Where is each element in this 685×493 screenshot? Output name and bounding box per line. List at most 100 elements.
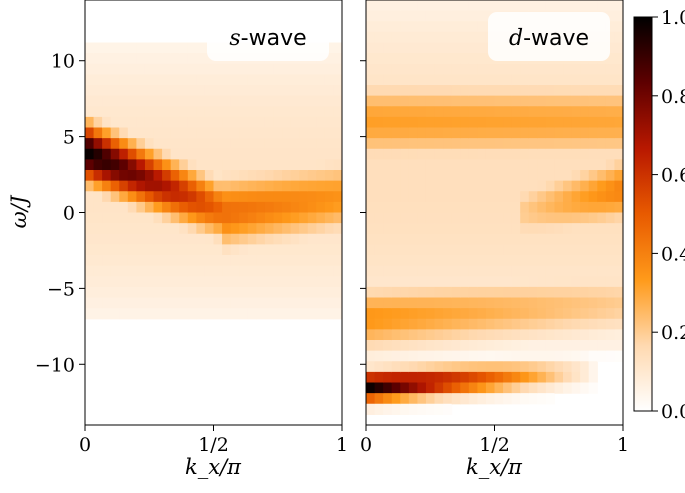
heatmap-cell: [85, 42, 95, 54]
heatmap-cell: [204, 116, 215, 129]
heatmap-cell: [136, 148, 146, 160]
heatmap-cell: [383, 297, 393, 309]
heatmap-cell: [605, 191, 616, 203]
heatmap-cell: [460, 265, 470, 277]
heatmap-cell: [588, 244, 598, 256]
heatmap-cell: [588, 159, 598, 171]
heatmap-cell: [425, 361, 436, 373]
heatmap-cell: [307, 276, 317, 288]
heatmap-cell: [417, 393, 427, 405]
heatmap-cell: [93, 244, 103, 256]
heatmap-cell: [383, 95, 393, 107]
heatmap-cell: [179, 106, 189, 118]
heatmap-cell: [247, 212, 257, 224]
heatmap-cell: [537, 382, 547, 394]
heatmap-cell: [264, 223, 275, 235]
heatmap-cell: [162, 127, 172, 139]
heatmap-cell: [307, 297, 317, 309]
heatmap-cell: [468, 159, 478, 171]
heatmap-cell: [153, 42, 163, 54]
heatmap-cell: [247, 180, 257, 192]
heatmap-cell: [434, 318, 444, 330]
heatmap-cell: [528, 340, 538, 352]
heatmap-cell: [537, 85, 547, 97]
heatmap-cell: [162, 138, 172, 150]
heatmap-cell: [588, 297, 598, 309]
heatmap-cell: [391, 201, 401, 214]
heatmap-cell: [102, 42, 112, 54]
heatmap-cell: [307, 180, 317, 192]
heatmap-cell: [563, 191, 573, 203]
heatmap-cell: [468, 21, 478, 33]
heatmap-cell: [571, 329, 581, 341]
heatmap-cell: [597, 159, 607, 171]
heatmap-cell: [605, 0, 616, 12]
heatmap-cell: [324, 286, 335, 299]
heatmap-cell: [299, 308, 309, 320]
heatmap-cell: [614, 212, 623, 224]
heatmap-cell: [503, 85, 513, 97]
heatmap-cell: [580, 170, 590, 182]
heatmap-cell: [597, 148, 607, 160]
heatmap-cell: [127, 85, 137, 97]
heatmap-cell: [503, 106, 513, 118]
heatmap-cell: [520, 265, 530, 277]
heatmap-cell: [264, 127, 275, 139]
heatmap-cell: [417, 382, 427, 394]
heatmap-cell: [477, 201, 487, 214]
heatmap-cell: [605, 244, 616, 256]
heatmap-cell: [316, 201, 326, 214]
heatmap-cell: [187, 276, 197, 288]
heatmap-cell: [580, 0, 590, 12]
heatmap-cell: [264, 159, 275, 171]
heatmap-cell: [400, 212, 410, 224]
heatmap-cell: [290, 127, 300, 139]
heatmap-cell: [425, 138, 436, 150]
heatmap-cell: [85, 201, 95, 214]
heatmap-cell: [511, 148, 521, 160]
heatmap-cell: [614, 329, 623, 341]
heatmap-cell: [503, 223, 513, 235]
heatmap-cell: [460, 223, 470, 235]
heatmap-cell: [256, 85, 266, 97]
heatmap-cell: [307, 201, 317, 214]
heatmap-cell: [391, 63, 401, 75]
heatmap-cell: [247, 106, 257, 118]
heatmap-cell: [417, 201, 427, 214]
heatmap-cell: [563, 286, 573, 299]
heatmap-cell: [273, 148, 283, 160]
heatmap-cell: [571, 191, 581, 203]
heatmap-cell: [256, 191, 266, 203]
heatmap-cell: [307, 286, 317, 299]
y-tick-label: −5: [47, 278, 75, 300]
heatmap-cell: [605, 159, 616, 171]
heatmap-cell: [282, 233, 292, 245]
heatmap-cell: [580, 138, 590, 150]
heatmap-cell: [102, 191, 112, 203]
heatmap-cell: [383, 85, 393, 97]
heatmap-cell: [400, 159, 410, 171]
heatmap-cell: [383, 265, 393, 277]
heatmap-cell: [333, 106, 342, 118]
heatmap-cell: [162, 286, 172, 299]
heatmap-cell: [299, 180, 309, 192]
heatmap-cell: [102, 308, 112, 320]
colorbar-tick-label: 0.2: [661, 322, 685, 344]
heatmap-cell: [477, 382, 487, 394]
heatmap-cell: [597, 276, 607, 288]
heatmap-cell: [153, 223, 163, 235]
heatmap-cell: [443, 318, 453, 330]
heatmap-cell: [588, 286, 598, 299]
heatmap-cell: [383, 286, 393, 299]
heatmap-cell: [333, 74, 342, 86]
heatmap-cell: [170, 85, 180, 97]
heatmap-cell: [187, 74, 197, 86]
heatmap-cell: [545, 170, 556, 182]
heatmap-cell: [605, 265, 616, 277]
heatmap-cell: [494, 127, 504, 139]
heatmap-cell: [391, 340, 401, 352]
heatmap-cell: [477, 74, 487, 86]
heatmap-cell: [170, 223, 180, 235]
heatmap-cell: [196, 244, 206, 256]
heatmap-cell: [247, 276, 257, 288]
